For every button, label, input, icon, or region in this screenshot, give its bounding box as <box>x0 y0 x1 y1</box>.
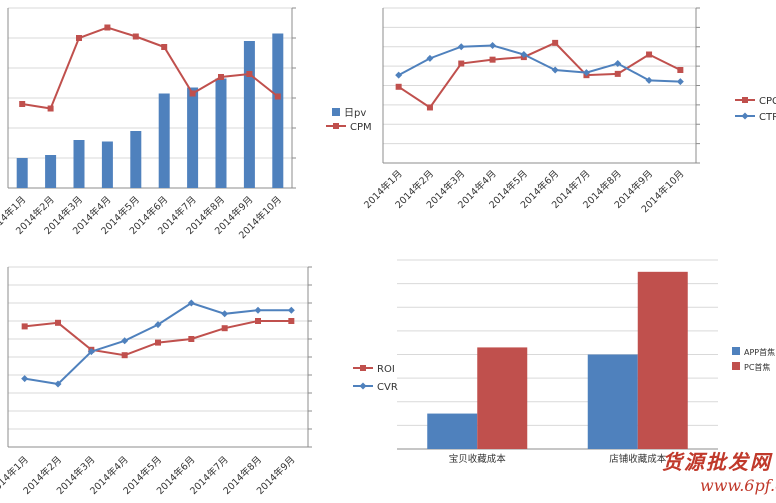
chart3-roi-point <box>188 336 195 342</box>
chart1-bar <box>130 131 142 188</box>
chart3-cvr-point <box>221 310 229 318</box>
chart2-cpc-point <box>395 83 402 90</box>
chart1-bar <box>101 141 113 188</box>
chart2-ctr-point <box>551 66 559 74</box>
chart2-ctr-legend-label: CTR <box>759 112 776 123</box>
chart2-ctr-point <box>614 60 622 68</box>
chart1-cpm-line <box>22 26 279 110</box>
chart2-ctr-line <box>398 44 681 83</box>
chart2-cpc-point <box>489 56 496 63</box>
chart2-ctr-point <box>582 69 590 77</box>
chart1-cpm-point <box>274 93 281 100</box>
chart1-cpm-point <box>218 74 224 80</box>
chart2-cpc-point <box>677 67 684 73</box>
chart3-cvr-legend-marker <box>359 382 367 390</box>
chart3-roi-point <box>221 325 228 332</box>
chart4-bar <box>427 413 478 449</box>
chart1-bar <box>215 78 227 188</box>
chart2-cpc-point <box>614 70 621 77</box>
chart3-cvr-point <box>121 337 129 345</box>
chart4-bar <box>587 354 638 449</box>
chart1-cpm-point <box>189 90 196 97</box>
chart2-ctr-point <box>645 76 653 84</box>
chart1-pv-legend-swatch <box>332 108 340 116</box>
chart4-x-tick-label: 店铺收藏成本 <box>609 453 667 465</box>
chart1-cpm-legend-marker <box>333 123 339 129</box>
chart2-cpc-point <box>552 39 559 46</box>
chart3-cvr-point <box>254 306 262 314</box>
chart1-bar <box>73 140 85 188</box>
chart2-ctr-point <box>520 51 528 58</box>
chart3-roi-point <box>55 319 61 326</box>
chart3-roi-point <box>155 339 161 346</box>
chart1-bar <box>272 33 284 188</box>
chart4-app-legend-label: APP首焦 <box>744 347 775 357</box>
chart3-roi-point <box>255 318 261 324</box>
chart2-ctr-point <box>676 78 684 86</box>
chart3-cvr-point <box>154 321 162 329</box>
chart2-ctr-point <box>489 41 497 49</box>
chart4-bar <box>637 271 688 449</box>
chart1-cpm-point <box>47 105 54 112</box>
chart2-cpc-legend-marker <box>742 97 748 103</box>
chart2-cpc-legend-label: CPC <box>759 96 776 107</box>
chart4-app-legend-swatch <box>732 347 740 355</box>
chart3-cvr-point <box>87 348 95 356</box>
chart2-ctr-point <box>457 43 465 51</box>
chart3-roi-point <box>121 352 128 359</box>
chart1-cpm-point <box>104 24 111 31</box>
chart1-bar <box>45 155 57 188</box>
chart1-bar <box>158 93 170 188</box>
chart3-roi-legend-label: ROI <box>377 364 395 375</box>
chart4-bar <box>477 347 528 449</box>
chart3-cvr-point <box>21 375 29 383</box>
chart2-cpc-line <box>398 41 681 109</box>
chart1-cpm-point <box>19 101 26 107</box>
chart3-roi-legend-marker <box>360 365 366 371</box>
chart3-roi-point <box>288 318 295 324</box>
chart2-ctr-legend-marker <box>741 112 749 120</box>
chart2-ctr-point <box>426 54 434 62</box>
chart1-cpm-point <box>132 33 139 40</box>
chart3-cvr-legend-label: CVR <box>377 382 398 393</box>
chart2-cpc-point <box>426 104 433 111</box>
chart1-cpm-point <box>246 71 253 77</box>
watermark-url: www.6pf.cn <box>700 476 776 495</box>
chart1-bar <box>187 87 199 188</box>
chart4-pc-legend-swatch <box>732 362 740 370</box>
chart3-cvr-point <box>54 380 62 388</box>
chart2-cpc-point <box>646 51 653 58</box>
chart1-bar <box>16 158 28 188</box>
chart3-roi-point <box>21 323 28 330</box>
chart4-pc-legend-label: PC首焦 <box>744 362 770 372</box>
chart1-cpm-point <box>161 44 168 50</box>
chart1-cpm-point <box>76 35 82 41</box>
chart2-cpc-point <box>458 60 465 67</box>
chart3-cvr-point <box>287 306 295 314</box>
chart1-cpm-legend-label: CPM <box>350 122 372 133</box>
chart3-cvr-point <box>187 299 195 307</box>
chart4-x-tick-label: 宝贝收藏成本 <box>449 453 507 465</box>
watermark-logo-text: 货源批发网 <box>662 450 772 474</box>
chart1-bar <box>243 41 255 188</box>
chart1-pv-legend-label: 日pv <box>344 108 366 119</box>
chart2-ctr-point <box>395 71 403 79</box>
